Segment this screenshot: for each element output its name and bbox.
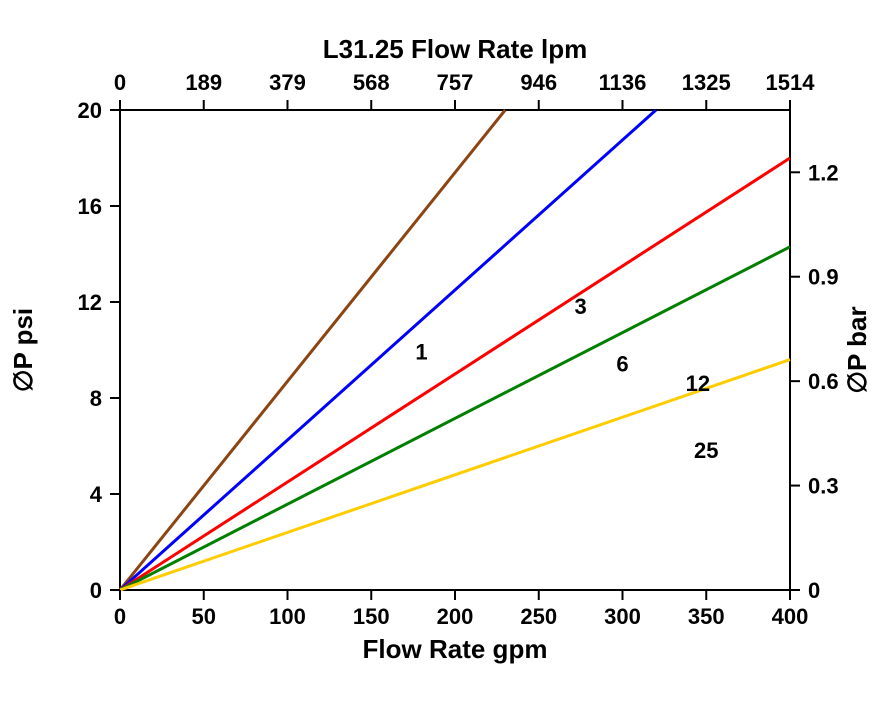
- series-label-12: 12: [686, 371, 710, 396]
- chart-svg: 050100150200250300350400Flow Rate gpm018…: [0, 0, 886, 702]
- xb-tick-label: 300: [604, 604, 641, 629]
- xb-tick-label: 50: [192, 604, 216, 629]
- xb-tick-label: 400: [772, 604, 809, 629]
- series-label-1: 1: [415, 340, 427, 365]
- yl-tick-label: 0: [90, 578, 102, 603]
- xb-tick-label: 0: [114, 604, 126, 629]
- series-12: [120, 247, 790, 590]
- yr-tick-label: 1.2: [808, 160, 839, 185]
- series-3: [120, 110, 656, 590]
- x-top-title: L31.25 Flow Rate lpm: [323, 34, 587, 64]
- flow-rate-chart: 050100150200250300350400Flow Rate gpm018…: [0, 0, 886, 702]
- series-1: [120, 110, 505, 590]
- yr-tick-label: 0: [808, 578, 820, 603]
- xt-tick-label: 189: [185, 70, 222, 95]
- xt-tick-label: 946: [520, 70, 557, 95]
- y-left-title: ∅P psi: [8, 308, 38, 392]
- yl-tick-label: 20: [78, 98, 102, 123]
- yl-tick-label: 8: [90, 386, 102, 411]
- y-right-title: ∅P bar: [842, 306, 872, 393]
- xt-tick-label: 1514: [766, 70, 816, 95]
- yr-tick-label: 0.9: [808, 265, 839, 290]
- yl-tick-label: 12: [78, 290, 102, 315]
- series-label-6: 6: [616, 352, 628, 377]
- yr-tick-label: 0.6: [808, 369, 839, 394]
- plot-border: [120, 110, 790, 590]
- xb-tick-label: 100: [269, 604, 306, 629]
- xt-tick-label: 568: [353, 70, 390, 95]
- xb-tick-label: 250: [520, 604, 557, 629]
- xt-tick-label: 1136: [599, 70, 647, 95]
- xt-tick-label: 379: [269, 70, 306, 95]
- xb-tick-label: 150: [353, 604, 390, 629]
- xt-tick-label: 757: [437, 70, 474, 95]
- xb-tick-label: 350: [688, 604, 725, 629]
- yl-tick-label: 4: [90, 482, 103, 507]
- yr-tick-label: 0.3: [808, 474, 839, 499]
- yl-tick-label: 16: [78, 194, 102, 219]
- xt-tick-label: 0: [114, 70, 126, 95]
- xb-tick-label: 200: [437, 604, 474, 629]
- x-bottom-title: Flow Rate gpm: [363, 634, 548, 664]
- series-label-25: 25: [694, 438, 718, 463]
- series-label-3: 3: [575, 294, 587, 319]
- xt-tick-label: 1325: [682, 70, 731, 95]
